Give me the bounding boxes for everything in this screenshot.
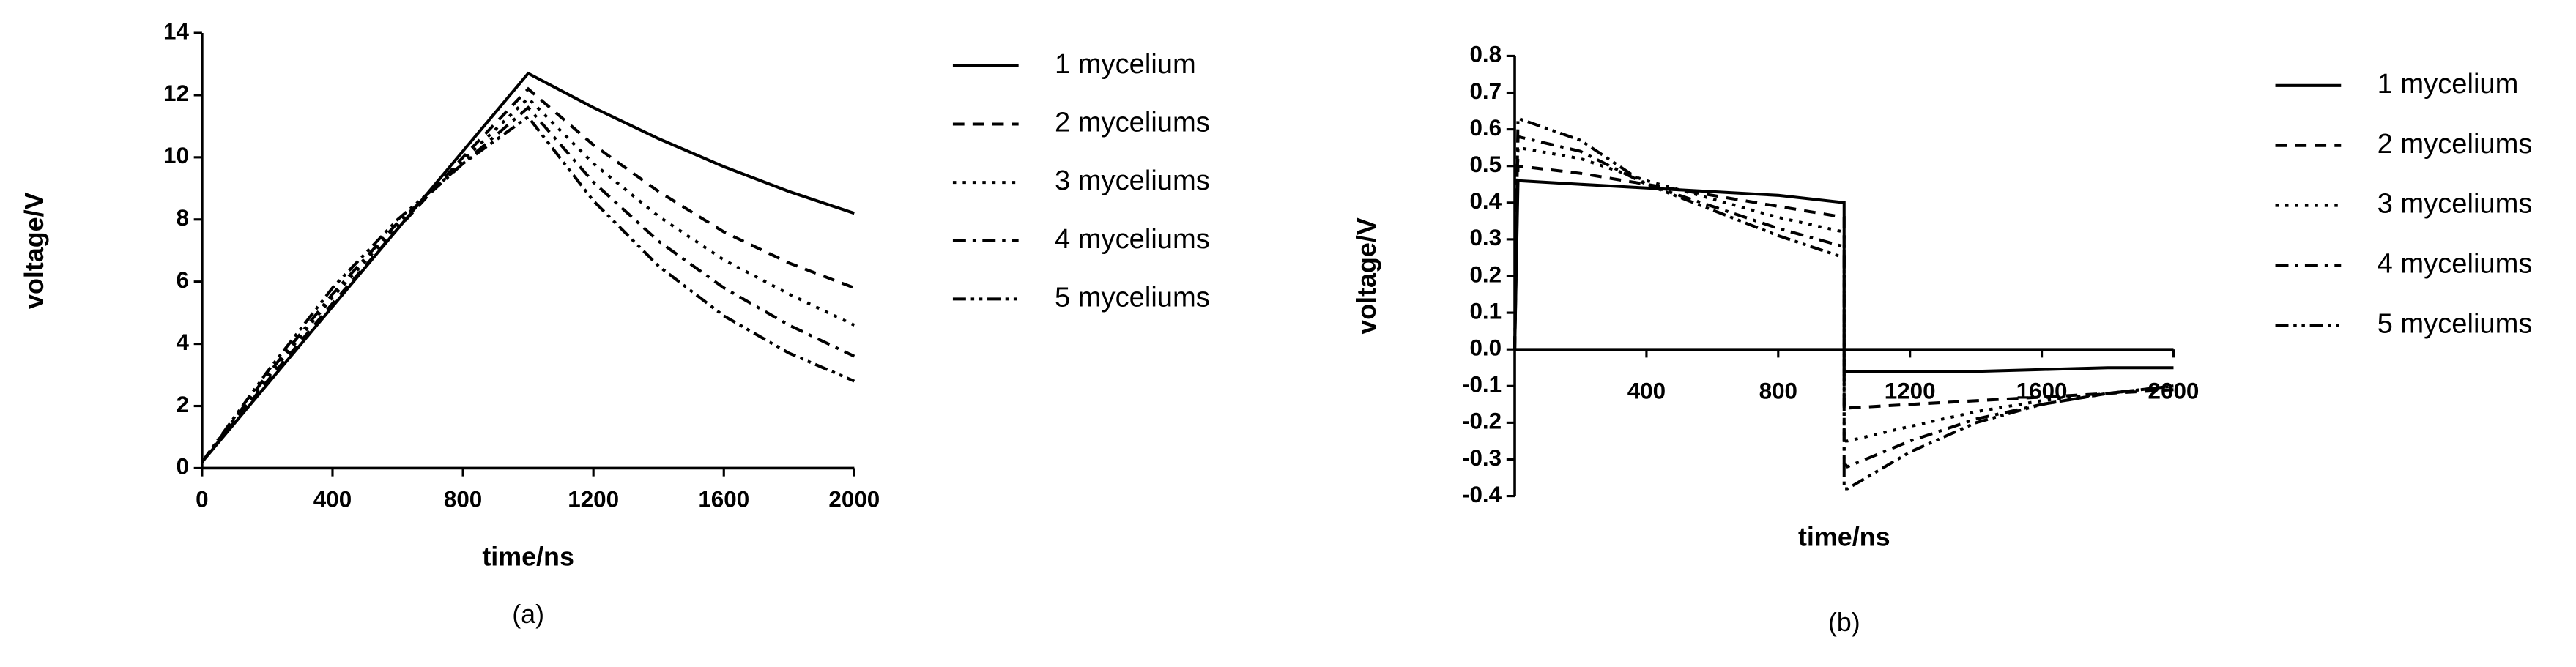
caption: (b)	[1828, 608, 1860, 637]
series-line	[201, 114, 855, 463]
y-tick-label: 0.3	[1469, 225, 1502, 250]
legend-label: 1 mycelium	[2378, 68, 2519, 100]
x-tick-label: 0	[196, 487, 208, 513]
y-tick-label: 0.8	[1469, 42, 1502, 67]
legend-label: 5 myceliums	[1055, 281, 1210, 313]
series-line	[201, 96, 855, 463]
y-tick-label: 0.0	[1469, 335, 1502, 360]
y-tick-label: 6	[176, 267, 188, 293]
x-tick-label: 1200	[1885, 379, 1936, 404]
y-tick-label: 8	[176, 205, 188, 231]
y-tick-label: 4	[176, 329, 189, 355]
legend-label: 1 mycelium	[1055, 48, 1196, 80]
series-line	[201, 86, 855, 463]
series-line	[1513, 164, 2174, 410]
y-tick-label: 0.5	[1469, 152, 1502, 177]
y-tick-label: 14	[163, 18, 189, 44]
y-tick-label: 2	[176, 392, 188, 417]
x-tick-label: 2000	[828, 487, 880, 513]
y-tick-label: 0.2	[1469, 261, 1502, 287]
series-line	[201, 71, 855, 463]
x-tick-label: 400	[313, 487, 352, 513]
legend-label: 2 myceliums	[1055, 107, 1210, 138]
x-tick-label: 800	[1759, 379, 1797, 404]
y-tick-label: 0.7	[1469, 78, 1502, 104]
y-tick-label: 10	[163, 143, 189, 168]
y-tick-label: 12	[163, 81, 189, 106]
y-axis-label: voltage/V	[20, 192, 49, 309]
caption: (a)	[512, 600, 544, 629]
y-tick-label: 0	[176, 454, 188, 480]
series-line	[1513, 116, 2174, 491]
legend-label: 2 myceliums	[2378, 128, 2533, 160]
y-tick-label: -0.2	[1462, 409, 1502, 434]
x-axis-label: time/ns	[1798, 522, 1890, 551]
y-tick-label: 0.1	[1469, 298, 1502, 324]
x-axis-label: time/ns	[482, 542, 574, 571]
y-tick-label: -0.4	[1462, 482, 1502, 507]
legend-label: 3 myceliums	[2378, 188, 2533, 220]
y-tick-label: 0.6	[1469, 115, 1502, 141]
x-tick-label: 400	[1627, 379, 1666, 404]
series-line	[201, 105, 855, 463]
x-tick-label: 1200	[568, 487, 619, 513]
legend-label: 4 myceliums	[1055, 223, 1210, 255]
y-tick-label: -0.3	[1462, 445, 1502, 471]
y-tick-label: -0.1	[1462, 372, 1502, 398]
legend-label: 5 myceliums	[2378, 308, 2533, 339]
legend-label: 4 myceliums	[2378, 247, 2533, 279]
y-axis-label: voltage/V	[1352, 217, 1381, 335]
y-tick-label: 0.4	[1469, 188, 1502, 214]
legend-label: 3 myceliums	[1055, 165, 1210, 196]
x-tick-label: 1600	[698, 487, 749, 513]
x-tick-label: 800	[444, 487, 482, 513]
